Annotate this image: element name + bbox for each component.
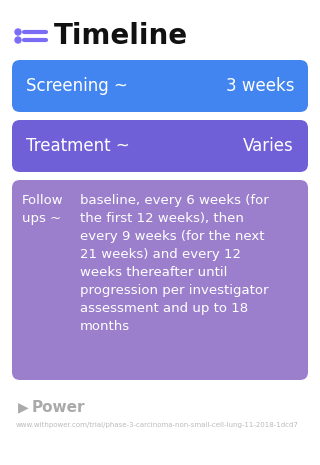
FancyBboxPatch shape [12,180,308,380]
Text: Timeline: Timeline [54,22,188,50]
FancyBboxPatch shape [12,120,308,172]
Circle shape [15,29,21,35]
Text: www.withpower.com/trial/phase-3-carcinoma-non-small-cell-lung-11-2018-1dcd7: www.withpower.com/trial/phase-3-carcinom… [16,422,299,428]
Text: Varies: Varies [243,137,294,155]
Text: Screening ~: Screening ~ [26,77,128,95]
Circle shape [15,37,21,43]
Text: baseline, every 6 weeks (for
the first 12 weeks), then
every 9 weeks (for the ne: baseline, every 6 weeks (for the first 1… [80,194,269,333]
FancyBboxPatch shape [12,60,308,112]
Text: ▶: ▶ [18,400,28,414]
Text: Power: Power [32,400,85,415]
Text: 3 weeks: 3 weeks [226,77,294,95]
Text: Treatment ~: Treatment ~ [26,137,130,155]
Text: Follow
ups ~: Follow ups ~ [22,194,64,225]
